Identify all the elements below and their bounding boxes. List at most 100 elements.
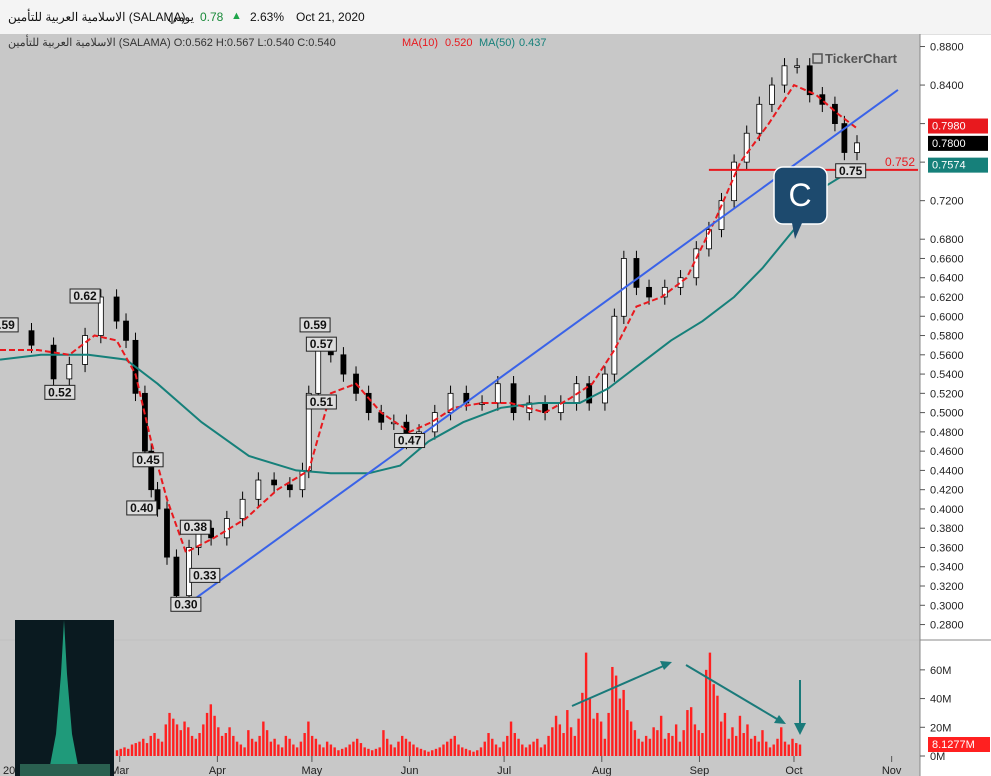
volume-bar — [588, 698, 592, 756]
volume-bar — [288, 738, 291, 756]
volume-bar — [130, 744, 134, 756]
price-label: 0.45 — [136, 453, 160, 467]
volume-bar — [491, 738, 494, 756]
candle-body — [286, 484, 293, 491]
volume-bar — [401, 735, 404, 756]
close-price: 0.78 — [200, 10, 224, 24]
volume-bar — [566, 710, 569, 756]
volume-bar — [213, 715, 216, 756]
volume-bar — [701, 733, 704, 756]
volume-bar — [712, 684, 715, 756]
candle-body — [677, 277, 684, 288]
volume-bar — [322, 747, 325, 756]
y-tick-label: 0.6000 — [930, 311, 964, 323]
volume-bar — [172, 718, 175, 756]
volume-bar — [427, 751, 430, 756]
volume-bar — [648, 738, 652, 756]
price-label-box — [132, 452, 164, 468]
x-tick-label: May — [302, 765, 323, 776]
price-label: 0.47 — [398, 434, 422, 448]
candle-body — [806, 65, 813, 96]
volume-bar — [142, 738, 145, 756]
price-badge-text: 0.7800 — [932, 138, 966, 150]
volume-bar — [765, 741, 768, 756]
volume-bar — [397, 741, 400, 756]
volume-series — [115, 652, 802, 756]
price-badge-text: 0.7980 — [932, 121, 966, 133]
date-label: Oct 21, 2020 — [296, 10, 365, 24]
volume-bar — [622, 689, 625, 756]
volume-bar — [123, 747, 126, 756]
ma50-value: 0.437 — [519, 37, 547, 49]
volume-bar — [374, 748, 378, 756]
candle-body — [841, 123, 848, 153]
volume-bar — [205, 712, 209, 756]
volume-bar — [753, 735, 757, 756]
y-tick-label: 0.4000 — [930, 504, 964, 516]
candle-body — [586, 383, 593, 404]
candle-body — [340, 354, 347, 375]
volume-bar — [652, 727, 655, 756]
arrowhead-icon — [660, 661, 672, 670]
header-bar: الاسلامية العربية للتأمين (SALAMA) يومي … — [0, 0, 991, 35]
volume-bar — [239, 744, 243, 756]
candle-body — [66, 364, 73, 380]
price-label: 0.75 — [839, 164, 863, 178]
price-label: 0.59 — [0, 318, 15, 332]
ohlc-info: الاسلامية العربية للتأمين (SALAMA) O:0.5… — [8, 35, 336, 49]
volume-bar — [693, 724, 697, 756]
c-badge: C — [773, 166, 828, 239]
volume-bar — [464, 748, 468, 756]
volume-bar — [476, 750, 479, 756]
price-label: 0.59 — [303, 318, 327, 332]
volume-bar — [689, 707, 693, 756]
thumbnail-image — [15, 620, 114, 776]
candle-body — [97, 296, 104, 336]
volume-bar — [618, 698, 622, 756]
volume-bar — [791, 738, 794, 756]
volume-bar — [776, 738, 779, 756]
ma50-label: MA(50) — [479, 37, 515, 49]
volume-bar — [134, 743, 137, 756]
volume-bar — [494, 744, 498, 756]
volume-bar — [708, 652, 712, 756]
volume-bar — [217, 727, 220, 756]
price-label-box — [299, 317, 331, 333]
volume-bar — [742, 733, 745, 756]
volume-bar — [554, 715, 558, 756]
x-tick-label: Mar — [110, 765, 129, 776]
volume-bar — [337, 750, 340, 756]
volume-bar — [190, 735, 194, 756]
price-label-box — [189, 567, 221, 583]
price-label: 0.33 — [193, 568, 217, 582]
volume-bar — [780, 727, 783, 756]
price-label: 0.30 — [174, 597, 198, 611]
volume-bar — [502, 741, 505, 756]
x-tick-label: Sep — [690, 765, 710, 776]
candle-body — [743, 132, 750, 163]
price-label-box — [305, 394, 337, 410]
volume-bar — [160, 741, 164, 756]
x-tick-label: Jul — [497, 765, 511, 776]
volume-bar — [716, 695, 719, 756]
volume-bar — [543, 744, 547, 756]
volume-bar — [352, 741, 355, 756]
watermark-text: TickerChart — [825, 51, 898, 66]
volume-bar — [355, 738, 359, 756]
price-labels: 0.59 0.62 0.52 0.45 0.40 0.38 0.33 0.30 0.59 0.57… — [0, 163, 867, 612]
candle-body — [123, 320, 129, 341]
candle-body — [646, 286, 652, 298]
y-tick-label: 0.3400 — [930, 562, 964, 574]
volume-bar — [461, 747, 464, 756]
y-tick-label: 0.3800 — [930, 523, 964, 535]
candle-body — [365, 392, 372, 414]
y-tick-label: 0.3000 — [930, 600, 964, 612]
y-tick-label: 0.6200 — [930, 292, 964, 304]
volume-bar — [723, 712, 727, 756]
support-label: 0.752 — [885, 155, 915, 169]
volume-bar — [532, 741, 535, 756]
price-chart[interactable]: الاسلامية العربية للتأمين (SALAMA) O:0.5… — [0, 34, 991, 776]
candle-body — [271, 479, 278, 486]
y-tick-label: 0.4200 — [930, 485, 964, 497]
volume-bar — [528, 744, 532, 756]
